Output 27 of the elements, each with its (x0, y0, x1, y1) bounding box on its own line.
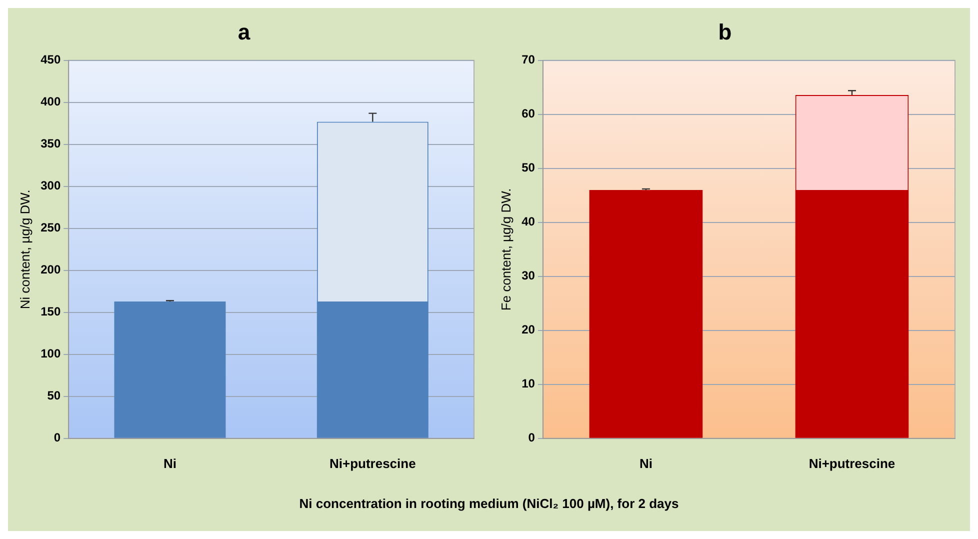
y-tick-label: 300 (40, 178, 60, 193)
y-tick-label: 10 (521, 376, 535, 391)
y-tick-label: 70 (521, 52, 535, 67)
y-tick-label: 250 (40, 220, 60, 235)
text: Ni concentration in rooting medium (NiCl₂ 100 µM), for 2 days (298, 496, 680, 511)
y-tick-label: 0 (528, 430, 535, 445)
y-tick-label: 30 (521, 268, 535, 283)
y-tick-label: 50 (521, 160, 535, 175)
y-tick-label: 450 (40, 52, 60, 67)
y-tick-label: 60 (521, 106, 535, 121)
y-tick-label: 50 (46, 388, 60, 403)
y-tick-label: 20 (521, 322, 535, 337)
y-tick-label: 40 (521, 214, 535, 229)
y-tick-label: 400 (40, 94, 60, 109)
chart-title: b (718, 19, 732, 44)
chart-title: a (237, 19, 250, 44)
x-tick-label: Ni+putrescine (808, 456, 895, 471)
y-axis-title: Fe content, µg/g DW. (498, 188, 513, 311)
y-tick-label: 200 (40, 262, 60, 277)
y-tick-label: 100 (40, 346, 60, 361)
y-tick-label: 350 (40, 136, 60, 151)
x-tick-label: Ni (162, 456, 176, 471)
x-tick-label: Ni+putrescine (328, 456, 416, 471)
x-tick-label: Ni (638, 456, 652, 471)
y-tick-label: 150 (40, 304, 60, 319)
y-tick-label: 0 (53, 430, 60, 445)
y-axis-title: Ni content, µg/g DW. (16, 190, 32, 310)
